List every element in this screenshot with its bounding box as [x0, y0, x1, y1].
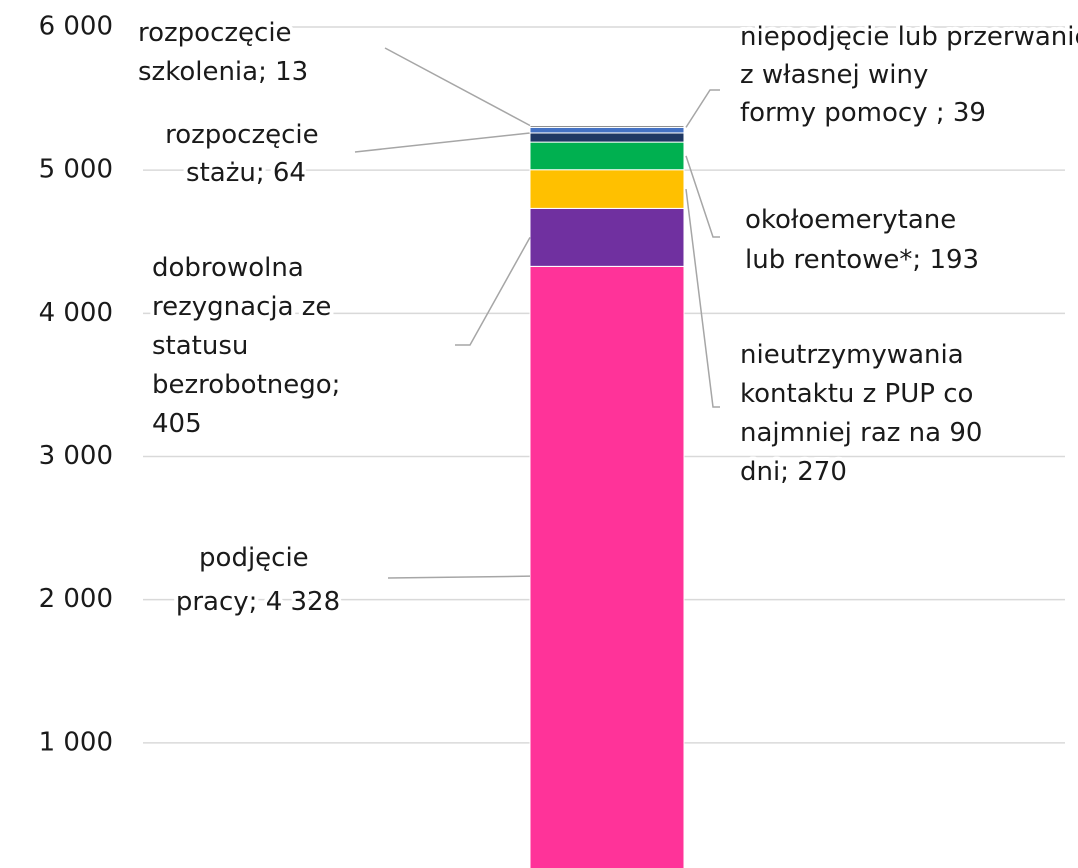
label-line: pracy; 4 328: [176, 587, 340, 617]
label-line: lub rentowe*; 193: [745, 245, 979, 275]
label-line: bezrobotnego;: [152, 370, 349, 400]
label-line: kontaktu z PUP co: [740, 379, 982, 409]
bar-segment: [529, 124, 685, 128]
label-line: rozpoczęcie: [165, 120, 327, 150]
data-label: okołoemerytane lub rentowe*; 193: [745, 205, 979, 275]
leader-line: [387, 575, 531, 579]
leader-line: [685, 155, 720, 238]
bar-segment: [529, 207, 685, 267]
label-line: 405: [152, 409, 202, 439]
y-tick-label: 3 000: [39, 441, 113, 471]
leader-line: [384, 47, 531, 127]
bar-segment: [529, 141, 685, 171]
y-tick-label: 6 000: [39, 12, 113, 42]
label-line: najmniej raz na 90: [740, 418, 991, 448]
label-line: nieutrzymywania: [740, 340, 972, 370]
y-tick-label: 4 000: [39, 298, 113, 328]
leader-line: [685, 89, 720, 128]
label-line: rezygnacja ze: [152, 292, 340, 322]
label-line: statusu: [152, 331, 257, 361]
data-label: rozpoczęcie szkolenia; 13: [138, 18, 308, 87]
label-line: stażu; 64: [186, 158, 306, 188]
label-line: rozpoczęcie: [138, 18, 300, 48]
data-label: podjęcie pracy; 4 328: [176, 543, 340, 617]
label-line: szkolenia; 13: [138, 57, 308, 87]
bar-segment: [529, 126, 685, 134]
bar-segment: [529, 265, 685, 868]
y-tick-label: 1 000: [39, 727, 113, 757]
label-line: z własnej winy: [740, 60, 937, 90]
label-line: dobrowolna: [152, 253, 312, 283]
leader-line: [685, 188, 720, 408]
data-label: niepodjęcie lub przerwanie z własnej win…: [740, 22, 1078, 128]
bar-segment: [529, 132, 685, 143]
leader-line: [455, 237, 531, 346]
label-line: niepodjęcie lub przerwanie: [740, 22, 1078, 52]
y-tick-label: 2 000: [39, 584, 113, 614]
data-label: rozpoczęcie stażu; 64: [165, 120, 327, 188]
leader-line: [354, 132, 531, 153]
label-line: formy pomocy ; 39: [740, 98, 986, 128]
label-line: podjęcie: [199, 543, 317, 573]
label-line: okołoemerytane: [745, 205, 965, 235]
y-tick-label: 5 000: [39, 155, 113, 185]
label-line: dni; 270: [740, 457, 847, 487]
data-label: dobrowolna rezygnacja ze statusu bezrobo…: [152, 253, 349, 439]
bar-segment: [529, 169, 685, 209]
data-label: nieutrzymywania kontaktu z PUP co najmni…: [740, 340, 991, 487]
